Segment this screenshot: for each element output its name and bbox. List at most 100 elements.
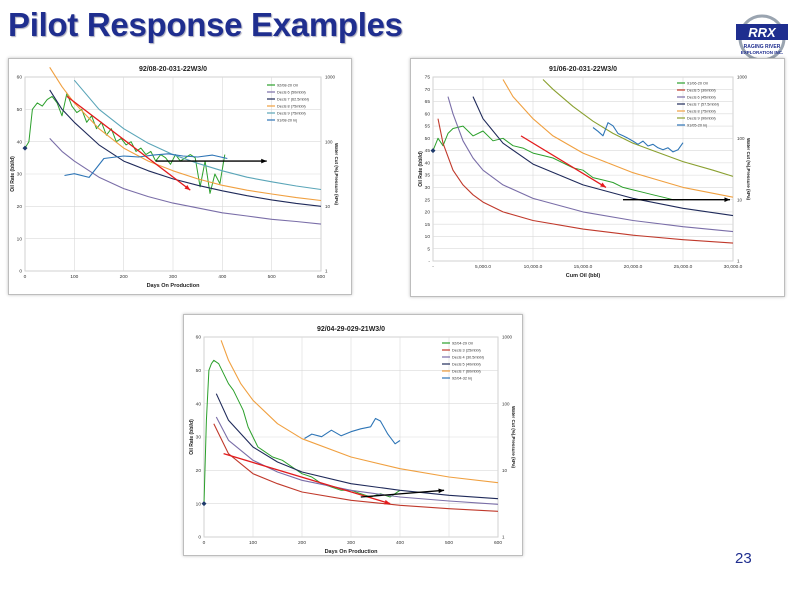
x-tick-label: 200 xyxy=(120,274,128,280)
legend-entry: Decls 5 (40mbbl) xyxy=(452,363,481,367)
x-axis-label: Days On Production xyxy=(147,283,201,289)
legend-entry: Decls 8 (75mbbl) xyxy=(277,105,306,109)
y-tick-label: 40 xyxy=(196,401,202,407)
x-axis-label: Cum Oil (bbl) xyxy=(566,273,601,279)
trend-arrow-line-2 xyxy=(360,489,445,498)
y-tick-label: 50 xyxy=(196,368,202,374)
x-tick-label: 10,000.0 xyxy=(524,264,543,270)
y-tick-label: 50 xyxy=(425,136,431,142)
y-tick-label: 40 xyxy=(425,160,431,166)
chart-91-06-20: - 5,000.0 10,000.0 15,000.0 20,000.0 25,000.0… xyxy=(410,58,785,297)
legend-entry: 91/05-20 Inj xyxy=(687,124,707,128)
y-tick-label: 10 xyxy=(17,236,23,242)
x-tick-label: 400 xyxy=(218,274,226,280)
y-tick-label: 40 xyxy=(17,139,23,145)
y2-tick-label: 10 xyxy=(325,204,331,209)
legend-entry: Decls 9 (75mbbl) xyxy=(277,112,306,116)
x-tick-label: 500 xyxy=(445,540,453,546)
y2-tick-label: 1 xyxy=(325,269,328,274)
x-tick-label: 600 xyxy=(317,274,325,280)
legend-entry: Decls 6 (45mbbl) xyxy=(687,96,716,100)
y-tick-label: 60 xyxy=(17,75,23,81)
y2-axis-label: Water Cut (%),Pressure (kPa) xyxy=(746,138,751,201)
y2-tick-label: 100 xyxy=(325,139,333,144)
y2-axis-label: Water Cut (%),Pressure (kPa) xyxy=(511,406,516,469)
trend-arrow-line-1 xyxy=(520,135,607,188)
legend-entry: Decls 3 (25mbbl) xyxy=(452,349,481,353)
series-line-6 xyxy=(542,79,734,177)
y-tick-label: 30 xyxy=(196,435,202,441)
x-tick-label: 0 xyxy=(24,274,27,280)
y2-tick-label: 1000 xyxy=(737,75,748,80)
chart-title: 92/08-20-031-22W3/0 xyxy=(139,66,207,73)
y-tick-label: 60 xyxy=(196,335,202,341)
legend-entry: Decls 6 (50mbbl) xyxy=(277,91,306,95)
chart-title: 92/04-29-029-21W3/0 xyxy=(317,326,385,333)
y-axis-label: Oil Rate (bbl/d) xyxy=(10,156,16,192)
y-tick-label: 0 xyxy=(198,535,201,541)
legend-entry: Decls 7 (62.5mbbl) xyxy=(277,98,310,102)
x-tick-label: 30,000.0 xyxy=(724,264,743,270)
series-line-3 xyxy=(447,96,734,233)
chart-92-04-29: 0 100 200 300 400 500 600 0 10 20 30 40 50 60 1 10 100 10… xyxy=(183,314,523,556)
x-tick-label: 400 xyxy=(396,540,404,546)
y-tick-label: 10 xyxy=(425,234,431,240)
series-line-2 xyxy=(213,423,499,512)
x-tick-label: 500 xyxy=(268,274,276,280)
trend-arrow-head-2 xyxy=(724,197,730,203)
x-tick-label: - xyxy=(432,265,434,270)
legend-entry: 92/04-32 Inj xyxy=(452,377,472,381)
legend-entry: Decls 5 (30mbbl) xyxy=(687,89,716,93)
logo-sub2: EXPLORATION INC. xyxy=(741,50,783,55)
y-tick-label: 45 xyxy=(425,148,431,154)
legend-entry: Decls 7 (57.5mbbl) xyxy=(687,103,720,107)
y-tick-label: 50 xyxy=(17,107,23,113)
chart-92-08-20-svg: 0 100 200 300 400 500 600 0 10 20 30 40 50 60 1 10 100 10… xyxy=(10,66,339,289)
x-tick-label: 15,000.0 xyxy=(574,264,593,270)
x-tick-label: 20,000.0 xyxy=(624,264,643,270)
chart-title: 91/06-20-031-22W3/0 xyxy=(549,66,617,73)
y2-tick-label: 1000 xyxy=(502,335,513,340)
start-marker xyxy=(201,501,207,507)
legend-entry: Decls 4 (30.5mbbl) xyxy=(452,356,485,360)
x-tick-label: 300 xyxy=(347,540,355,546)
x-tick-label: 300 xyxy=(169,274,177,280)
series-line-4 xyxy=(215,393,499,500)
y2-tick-label: 1000 xyxy=(325,75,336,80)
series-line-6 xyxy=(304,417,401,445)
y2-tick-label: 1 xyxy=(502,535,505,540)
series-line-5 xyxy=(502,79,734,198)
page-title: Pilot Response Examples xyxy=(8,6,403,43)
y2-axis-label: Water Cut (%),Pressure (kPa) xyxy=(334,143,339,206)
x-tick-label: 5,000.0 xyxy=(475,264,491,270)
trend-arrow-head-2 xyxy=(261,158,267,164)
y-tick-label: 20 xyxy=(425,210,431,216)
page-number: 23 xyxy=(735,550,752,567)
logo-mark: RRX xyxy=(748,25,777,40)
y-tick-label: 0 xyxy=(19,269,22,275)
x-tick-label: 25,000.0 xyxy=(674,264,693,270)
trend-arrow-head-1 xyxy=(184,184,191,191)
y-tick-label: 70 xyxy=(425,87,431,93)
x-tick-label: 200 xyxy=(298,540,306,546)
y2-tick-label: 100 xyxy=(502,401,510,406)
x-axis-label: Days On Production xyxy=(325,549,379,555)
legend-entry: 91/06-20 Oil xyxy=(687,82,708,86)
legend-entry: Decls 7 (60mbbl) xyxy=(452,370,481,374)
y2-tick-label: 10 xyxy=(502,468,508,473)
legend-entry: Decls 8 (75mbbl) xyxy=(687,110,716,114)
trend-arrow-head-1 xyxy=(384,499,391,505)
y-tick-label: 25 xyxy=(425,197,431,203)
x-tick-label: 0 xyxy=(203,540,206,546)
y2-tick-label: 100 xyxy=(737,136,745,141)
series-line-3 xyxy=(215,416,499,505)
series-line-5 xyxy=(73,79,322,191)
y-tick-label: 30 xyxy=(425,185,431,191)
legend-entry: Decls 9 (90mbbl) xyxy=(687,117,716,121)
y2-tick-label: 1 xyxy=(737,259,740,264)
legend-entry: 92/04-29 Oil xyxy=(452,342,473,346)
y-tick-label: 15 xyxy=(425,222,431,228)
logo-sub1: RAGING RIVER xyxy=(744,44,781,50)
y2-tick-label: 10 xyxy=(737,197,743,202)
series-line-4 xyxy=(49,67,322,202)
